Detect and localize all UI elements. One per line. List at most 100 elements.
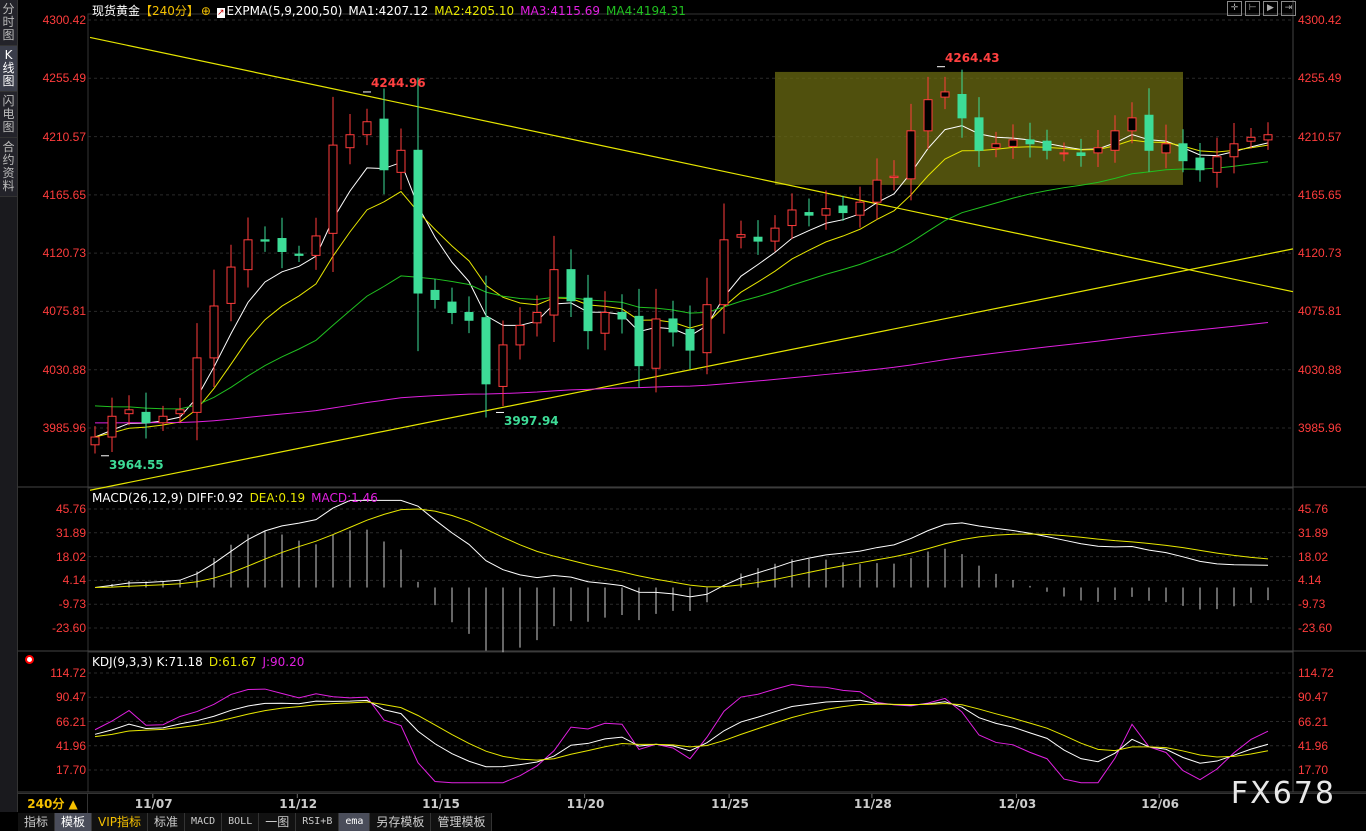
candle-up [651,318,661,369]
price-annotation: 4264.43 [945,50,1000,65]
tab-rsi-b[interactable]: RSI+B [296,813,340,831]
candle-up [991,143,1001,149]
dea-line [94,508,1269,589]
sidebar-tab-kline[interactable]: K线图 [0,46,17,92]
macd-tick-label: -23.60 [51,621,86,635]
period-selector[interactable]: 240分 ▲ [18,794,88,814]
candle-up [396,149,406,173]
candle-up [243,239,253,271]
macd-tick-label: -9.73 [1298,597,1326,612]
candle-up [107,415,117,438]
candle-down [1178,143,1188,162]
macd-tick-label: -23.60 [1298,621,1333,635]
chart-toolbar: ✛ ⊢ ▶ ⇥ [1227,1,1296,16]
record-icon[interactable] [25,655,34,664]
price-annotation: 3997.94 [504,414,559,429]
ma2-value: MA2:4205.10 [434,4,515,18]
candle-down [838,205,848,214]
kdj-tick-label: 17.70 [55,763,86,777]
tab-boll[interactable]: BOLL [222,813,260,831]
move-right-icon[interactable]: ⇥ [1281,1,1296,16]
tab-macd[interactable]: MACD [185,813,223,831]
template-tabs: 指标 模板 VIP指标 标准 MACD BOLL 一图 RSI+B ema 另存… [18,813,493,831]
d-line [94,701,1269,761]
candle-up [90,436,100,446]
candle-up [345,134,355,149]
candle-down [1076,152,1086,156]
candle-up [175,409,185,415]
candle-up [1008,139,1018,147]
sidebar-tab-contract[interactable]: 合约资料 [0,138,17,197]
price-tick-label: 4075.81 [42,304,86,319]
candle-down [1144,114,1154,151]
macd-name: MACD(26,12,9) [92,491,184,505]
price-annotation: 4244.96 [371,75,426,90]
date-tick-label: 11/12 [279,797,318,811]
indicator-icon[interactable]: ↗ [216,8,225,18]
candle-up [226,266,236,304]
price-tick-label: 4255.49 [1298,71,1342,86]
j-value: J:90.20 [262,655,305,669]
candle-down [685,328,695,351]
tab-template[interactable]: 模板 [55,813,93,831]
macd-tick-label: 4.14 [62,573,86,588]
zoom-range-icon[interactable]: ⊢ [1245,1,1260,16]
candle-down [430,289,440,300]
trendline [89,248,1294,491]
candle-up [1161,143,1171,154]
ma4-value: MA4:4194.31 [606,4,686,18]
tab-manage-template[interactable]: 管理模板 [431,813,493,831]
candle-up [1212,156,1222,173]
tab-one-chart[interactable]: 一图 [259,813,297,831]
candle-up [124,409,134,415]
macd-tick-label: 18.02 [1298,549,1329,564]
kdj-tick-label: 17.70 [1298,763,1329,777]
candle-down [566,269,576,302]
date-tick-label: 11/20 [566,797,605,811]
candle-up [787,209,797,227]
candle-up [515,324,525,346]
dea-value: DEA:0.19 [249,491,306,505]
tab-vip-indicator[interactable]: VIP指标 [92,813,149,831]
kdj-name: KDJ(9,3,3) [92,655,153,669]
candle-up [702,304,712,354]
kdj-tick-label: 66.21 [55,714,86,729]
settings-icon[interactable]: ⊕ [200,4,211,18]
macd-tick-label: 45.76 [1298,502,1329,516]
tab-standard[interactable]: 标准 [148,813,186,831]
candle-up [940,91,950,98]
candle-down [141,411,151,424]
candle-down [668,318,678,333]
price-tick-label: 4165.65 [42,187,86,202]
price-tick-label: 4255.49 [42,71,86,86]
kdj-tick-label: 41.96 [55,738,86,753]
candle-up [923,99,933,132]
candle-down [753,236,763,242]
kdj-tick-label: 90.47 [55,690,86,705]
candle-up [192,357,202,413]
price-tick-label: 4075.81 [1298,304,1342,319]
fx678-watermark: FX678 [1230,776,1336,811]
tab-save-template[interactable]: 另存模板 [370,813,432,831]
tab-ema[interactable]: ema [339,813,371,831]
macd-tick-label: 18.02 [55,549,86,564]
price-tick-label: 4030.88 [1298,362,1342,377]
candle-up [158,415,168,424]
crosshair-icon[interactable]: ✛ [1227,1,1242,16]
sidebar-tab-flash[interactable]: 闪电图 [0,92,17,138]
trendline [89,36,1294,293]
ma2-line [94,139,1269,438]
play-icon[interactable]: ▶ [1263,1,1278,16]
price-tick-label: 4210.57 [1298,129,1342,144]
candle-down [464,311,474,321]
date-tick-label: 11/25 [711,797,749,811]
sidebar-tab-timeshare[interactable]: 分时图 [0,0,17,46]
candle-up [209,305,219,359]
ma3-value: MA3:4115.69 [520,4,601,18]
price-tick-label: 4210.57 [42,129,86,144]
tab-indicator[interactable]: 指标 [18,813,56,831]
ma1-line [94,125,1269,438]
kdj-tick-label: 114.72 [50,666,86,680]
candle-up [1229,143,1239,158]
